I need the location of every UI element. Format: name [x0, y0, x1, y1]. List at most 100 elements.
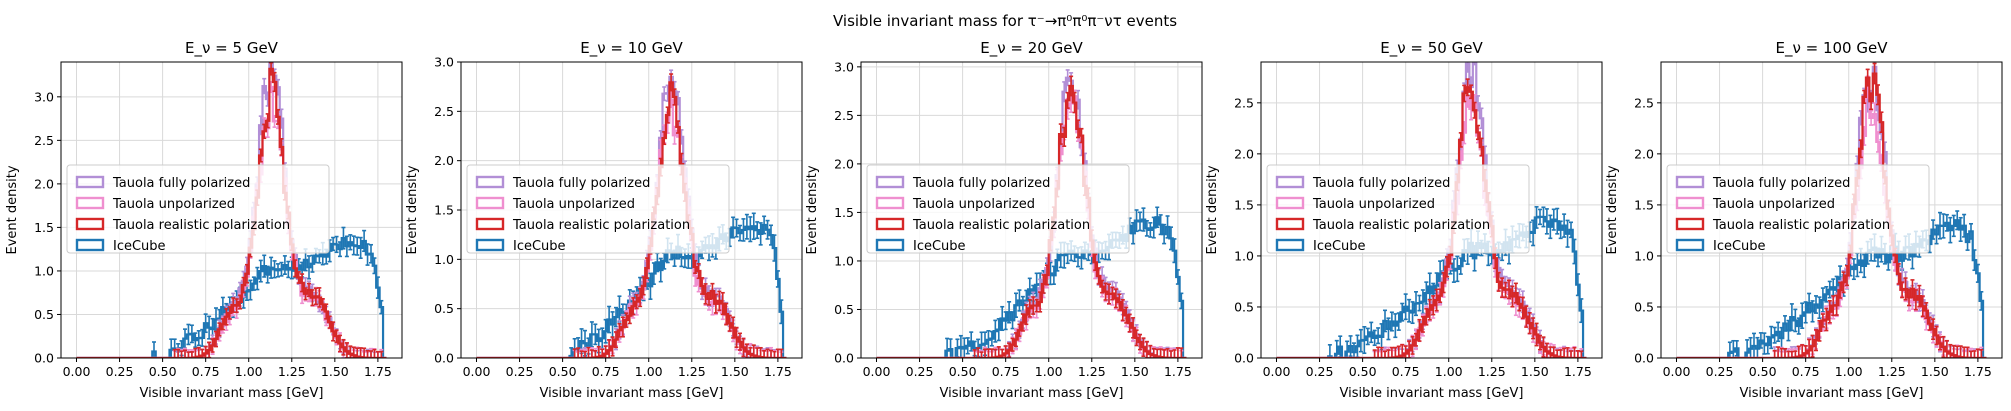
error-bar [303, 287, 308, 301]
error-bar [762, 215, 767, 235]
y-tick-label: 1.0 [834, 253, 854, 268]
y-tick-label: 2.0 [434, 153, 454, 168]
error-bar [262, 77, 267, 95]
axes-frame [1660, 61, 2003, 359]
legend-entry-label: Tauola fully polarized [1312, 176, 1450, 191]
error-bar [1955, 210, 1960, 231]
error-bar [262, 123, 267, 140]
error-bar [945, 337, 950, 358]
x-tick-label: 1.75 [1964, 364, 1992, 379]
error-bar [1396, 312, 1401, 331]
error-bar [1551, 346, 1556, 358]
error-bar [958, 334, 963, 358]
error-bar [1975, 263, 1980, 283]
error-bar [338, 241, 342, 258]
error-bar [993, 348, 998, 358]
error-bar [245, 263, 249, 284]
error-bar [338, 334, 342, 353]
legend: Tauola fully polarized Tauola unpolarized… [1666, 164, 1930, 254]
error-bar [1789, 303, 1794, 332]
error-bar [1862, 253, 1867, 279]
legend-swatch [475, 217, 505, 231]
error-bar [645, 257, 649, 280]
error-bar [1879, 111, 1884, 134]
legend-entry-label: Tauola unpolarized [512, 197, 635, 212]
error-bar [1072, 91, 1077, 114]
error-bar [1548, 346, 1553, 358]
error-bar [1058, 123, 1063, 145]
x-tick-label: 1.25 [1478, 364, 1506, 379]
error-bar [1903, 277, 1908, 301]
legend-swatch [1675, 196, 1705, 210]
x-axis-label: Visible invariant mass [GeV] [140, 386, 324, 401]
error-bar [593, 349, 598, 358]
error-bar [1014, 292, 1018, 318]
error-bar [1455, 255, 1460, 283]
error-bar [1538, 334, 1542, 351]
error-bar [1045, 264, 1049, 286]
error-bar [1786, 319, 1791, 342]
error-bar [1841, 271, 1846, 294]
error-bar [1369, 321, 1374, 344]
legend-entry-label: IceCube [913, 239, 966, 254]
error-bar [1558, 349, 1563, 358]
y-tick-label: 1.0 [34, 263, 54, 278]
legend-entry-label: Tauola unpolarized [112, 197, 235, 212]
error-bar [1551, 208, 1556, 231]
legend-box [866, 164, 1130, 254]
x-tick-label: 0.50 [1349, 364, 1377, 379]
error-bar [1913, 289, 1918, 311]
error-bar [1920, 295, 1925, 318]
error-bar [1169, 226, 1173, 251]
error-bar [1776, 346, 1781, 358]
error-bar [1979, 348, 1984, 358]
error-bar [193, 347, 198, 358]
x-tick-label: 1.00 [635, 364, 663, 379]
error-bar [310, 254, 315, 273]
error-bar [969, 331, 974, 352]
error-bar [1786, 350, 1791, 358]
error-bar [1924, 302, 1929, 320]
error-bar [341, 338, 346, 356]
error-bar [976, 347, 981, 358]
error-bar [1038, 291, 1043, 313]
error-bar [1572, 238, 1577, 265]
error-bar [744, 213, 749, 240]
error-bar [1948, 343, 1953, 358]
error-bar [1169, 350, 1173, 358]
error-bar [203, 345, 208, 358]
legend-swatch [475, 238, 505, 252]
legend: Tauola fully polarized Tauola unpolarized… [466, 164, 730, 254]
y-tick-label: 2.0 [1234, 146, 1254, 161]
error-bar [996, 318, 1001, 342]
error-bar [279, 261, 284, 277]
x-tick-label: 1.50 [1921, 364, 1949, 379]
error-bar [693, 259, 698, 274]
error-bar [1403, 293, 1408, 321]
error-bar [1958, 345, 1963, 358]
error-bar [1476, 124, 1480, 141]
x-tick-label: 0.00 [863, 364, 891, 379]
error-bar [741, 218, 746, 242]
error-bar [996, 346, 1001, 358]
y-tick-label: 1.5 [34, 220, 54, 235]
error-bar [986, 348, 991, 358]
error-bar [1579, 350, 1584, 358]
error-bar [272, 260, 277, 279]
legend-entry-label: Tauola realistic polarization [512, 218, 690, 233]
error-bar [1544, 208, 1549, 235]
error-bar [1783, 315, 1787, 332]
error-bar [1107, 283, 1111, 305]
error-bar [1838, 281, 1843, 299]
y-tick-label: 1.0 [1234, 248, 1254, 263]
error-bar [1434, 288, 1439, 312]
error-bar [1541, 206, 1546, 228]
error-bar [583, 350, 587, 358]
error-bar [1000, 305, 1005, 332]
error-bar [1758, 332, 1763, 349]
error-bar [1865, 68, 1870, 87]
error-bar [1372, 329, 1377, 347]
error-bar [727, 314, 732, 332]
error-bar [748, 347, 753, 358]
